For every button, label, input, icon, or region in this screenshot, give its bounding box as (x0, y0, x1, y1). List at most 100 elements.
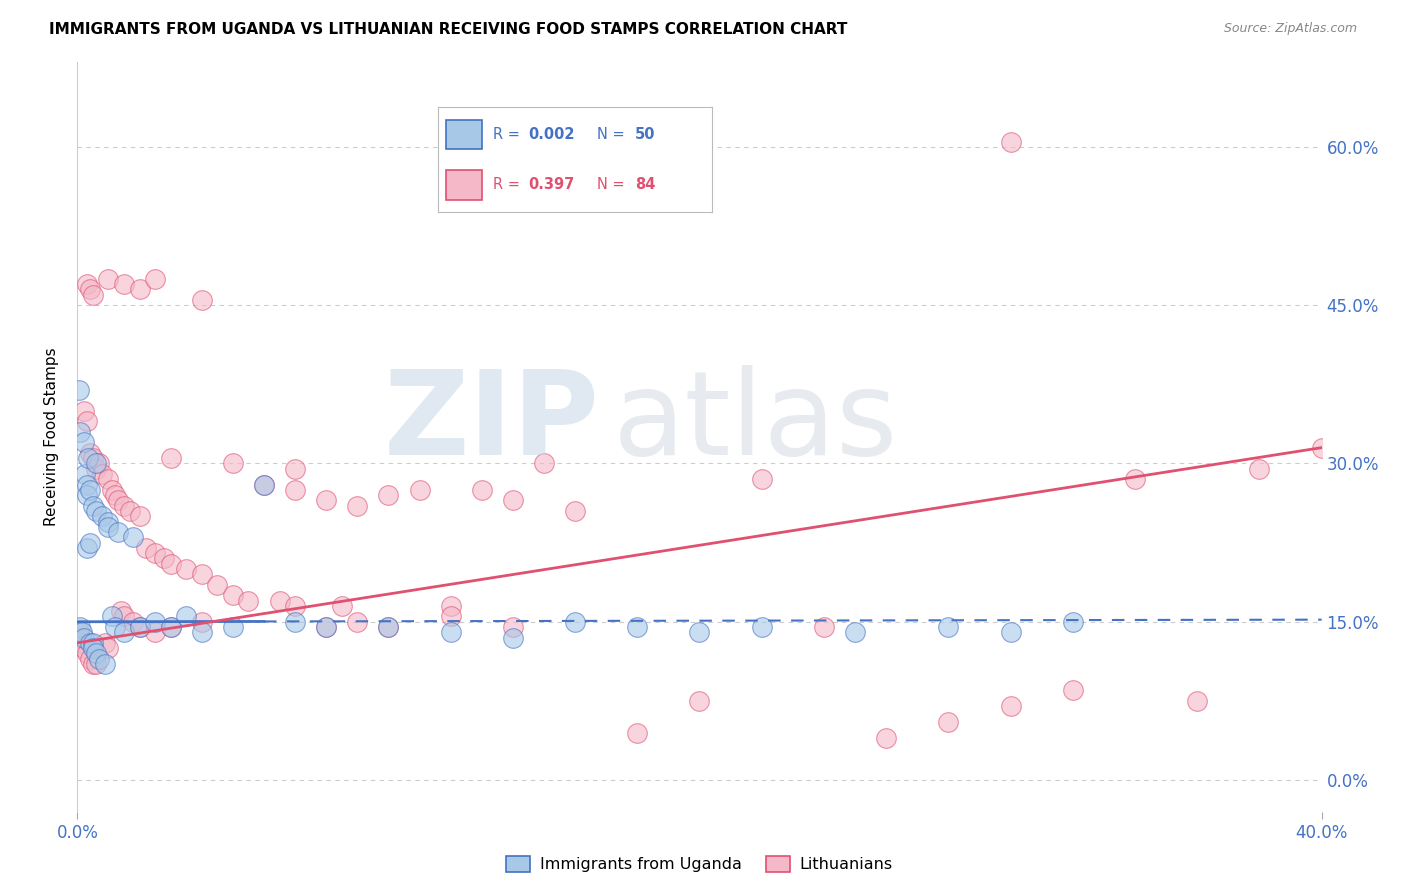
Text: Source: ZipAtlas.com: Source: ZipAtlas.com (1223, 22, 1357, 36)
Point (82, 641, 104, 656)
Point (84, 647, 107, 661)
Point (94, 636, 117, 650)
Point (408, 483, 430, 497)
Point (128, 509, 150, 524)
Point (76, 277, 98, 291)
Point (844, 625, 866, 640)
Point (76, 488, 98, 502)
Point (1062, 683, 1084, 698)
Point (377, 620, 399, 634)
Point (936, 714, 959, 729)
Point (84, 457, 107, 471)
Point (67, 383, 90, 397)
Point (533, 457, 555, 471)
Point (253, 477, 276, 491)
Point (284, 483, 307, 497)
Point (143, 625, 166, 640)
Point (1185, 694, 1208, 708)
Point (751, 472, 773, 486)
Point (120, 504, 142, 518)
Point (284, 615, 307, 629)
Point (87, 457, 110, 471)
Point (1249, 461, 1271, 475)
Point (875, 731, 897, 745)
Point (84, 461, 107, 475)
Point (76, 414, 98, 428)
Text: IMMIGRANTS FROM UGANDA VS LITHUANIAN RECEIVING FOOD STAMPS CORRELATION CHART: IMMIGRANTS FROM UGANDA VS LITHUANIAN REC… (49, 22, 848, 37)
Point (67, 625, 90, 640)
Point (377, 488, 399, 502)
Legend: Immigrants from Uganda, Lithuanians: Immigrants from Uganda, Lithuanians (501, 849, 898, 879)
Point (97, 641, 120, 656)
Text: atlas: atlas (613, 365, 898, 480)
Point (346, 615, 368, 629)
Point (159, 620, 181, 634)
Point (69, 425, 91, 439)
Point (72, 435, 94, 450)
Point (69, 620, 91, 634)
Point (87, 651, 110, 665)
Point (471, 483, 494, 497)
Point (159, 620, 181, 634)
Point (346, 499, 368, 513)
Point (112, 277, 135, 291)
Point (84, 504, 107, 518)
Point (112, 499, 135, 513)
Point (330, 599, 353, 613)
Point (689, 625, 711, 640)
Point (82, 657, 104, 671)
Point (174, 562, 197, 576)
Point (91, 467, 114, 481)
Point (76, 477, 98, 491)
Point (1000, 135, 1022, 149)
Point (79, 535, 101, 549)
Point (159, 451, 181, 466)
Point (502, 631, 524, 645)
Point (238, 593, 260, 607)
Point (135, 541, 157, 555)
Point (1310, 441, 1333, 455)
Point (76, 541, 98, 555)
Point (79, 483, 101, 497)
Point (1062, 615, 1084, 629)
Point (107, 524, 129, 539)
Point (122, 530, 145, 544)
Point (191, 567, 214, 582)
Point (439, 609, 461, 624)
Point (174, 609, 197, 624)
Point (284, 461, 307, 475)
Point (94, 657, 117, 671)
Text: ZIP: ZIP (384, 365, 600, 480)
Point (626, 725, 648, 739)
Point (97, 272, 120, 286)
Point (1000, 699, 1022, 714)
Point (128, 620, 150, 634)
Point (284, 599, 307, 613)
Point (502, 620, 524, 634)
Point (315, 620, 337, 634)
Point (191, 293, 214, 307)
Point (79, 636, 101, 650)
Point (112, 609, 135, 624)
Point (69, 631, 91, 645)
Point (159, 557, 181, 571)
Point (77, 451, 100, 466)
Point (143, 546, 166, 560)
Point (72, 641, 94, 656)
Point (82, 287, 104, 301)
Point (936, 620, 959, 634)
Point (110, 604, 132, 618)
Point (222, 457, 245, 471)
Point (97, 515, 120, 529)
Point (84, 657, 107, 671)
Point (107, 493, 129, 508)
Point (439, 599, 461, 613)
Point (315, 620, 337, 634)
Point (1000, 625, 1022, 640)
Point (112, 625, 135, 640)
Point (104, 620, 127, 634)
Point (564, 615, 586, 629)
Point (100, 609, 122, 624)
Point (72, 631, 94, 645)
Point (207, 578, 229, 592)
